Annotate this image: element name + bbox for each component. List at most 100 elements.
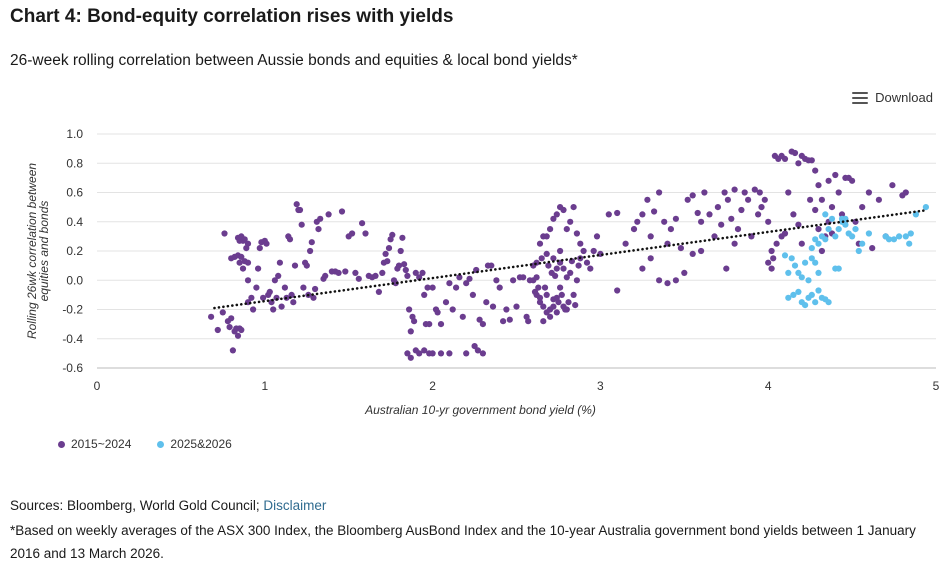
data-point-2015-2024 bbox=[889, 182, 896, 189]
data-point-2015-2024 bbox=[239, 265, 247, 272]
data-point-2015-2024 bbox=[271, 277, 278, 284]
data-point-2015-2024 bbox=[728, 215, 735, 222]
data-point-2015-2024 bbox=[310, 294, 317, 301]
data-point-2015-2024 bbox=[807, 196, 814, 203]
x-tick-label: 2 bbox=[429, 379, 436, 393]
data-points bbox=[208, 148, 930, 361]
data-point-2015-2024 bbox=[250, 306, 257, 313]
data-point-2015-2024 bbox=[296, 206, 304, 214]
y-tick-label: -0.4 bbox=[62, 332, 83, 346]
data-point-2015-2024 bbox=[724, 196, 732, 203]
data-point-2025-2026 bbox=[802, 259, 809, 266]
data-point-2025-2026 bbox=[859, 240, 866, 247]
y-tick-label: 0.2 bbox=[66, 244, 83, 258]
data-point-2015-2024 bbox=[540, 318, 547, 325]
y-axis-label-line2: equities and bonds bbox=[37, 201, 51, 302]
data-point-2015-2024 bbox=[731, 186, 738, 193]
data-point-2015-2024 bbox=[466, 275, 473, 282]
data-point-2015-2024 bbox=[795, 221, 802, 228]
data-point-2015-2024 bbox=[791, 149, 799, 157]
data-point-2015-2024 bbox=[248, 294, 255, 301]
y-tick-label: -0.6 bbox=[62, 361, 83, 375]
data-point-2015-2024 bbox=[533, 291, 540, 298]
data-point-2015-2024 bbox=[689, 192, 696, 199]
legend: 2015~2024 2025&2026 bbox=[58, 437, 232, 451]
x-tick-label: 4 bbox=[765, 379, 772, 393]
data-point-2015-2024 bbox=[698, 218, 705, 225]
data-point-2025-2026 bbox=[832, 233, 839, 240]
data-point-2015-2024 bbox=[489, 303, 497, 310]
data-point-2015-2024 bbox=[474, 347, 481, 354]
data-point-2025-2026 bbox=[855, 247, 862, 255]
data-point-2015-2024 bbox=[651, 208, 658, 215]
data-point-2015-2024 bbox=[734, 226, 742, 233]
data-point-2015-2024 bbox=[241, 236, 248, 243]
data-point-2025-2026 bbox=[865, 230, 873, 237]
data-point-2015-2024 bbox=[758, 204, 765, 211]
data-point-2015-2024 bbox=[426, 321, 433, 328]
data-point-2015-2024 bbox=[781, 155, 789, 162]
y-axis-label-line1: Rolling 26wk correlation between bbox=[25, 163, 39, 339]
data-point-2015-2024 bbox=[307, 247, 314, 255]
data-point-2015-2024 bbox=[536, 299, 544, 306]
data-point-2015-2024 bbox=[818, 247, 826, 255]
data-point-2025-2026 bbox=[785, 269, 792, 276]
data-point-2015-2024 bbox=[765, 218, 772, 225]
data-point-2015-2024 bbox=[382, 250, 389, 257]
data-point-2015-2024 bbox=[698, 247, 705, 255]
data-point-2015-2024 bbox=[547, 313, 554, 320]
legend-item-2025-2026[interactable]: 2025&2026 bbox=[157, 437, 232, 451]
data-point-2015-2024 bbox=[404, 350, 411, 357]
data-point-2015-2024 bbox=[469, 291, 476, 298]
disclaimer-link[interactable]: Disclaimer bbox=[263, 498, 327, 513]
data-point-2015-2024 bbox=[614, 287, 621, 294]
data-point-2015-2024 bbox=[605, 211, 612, 218]
data-point-2025-2026 bbox=[822, 211, 829, 218]
data-point-2015-2024 bbox=[815, 226, 822, 233]
data-point-2015-2024 bbox=[563, 306, 570, 313]
data-point-2015-2024 bbox=[781, 230, 789, 237]
data-point-2015-2024 bbox=[263, 240, 270, 247]
data-point-2025-2026 bbox=[795, 269, 802, 276]
data-point-2015-2024 bbox=[614, 209, 621, 217]
data-point-2025-2026 bbox=[808, 291, 815, 298]
legend-item-2015-2024[interactable]: 2015~2024 bbox=[58, 437, 131, 451]
data-point-2015-2024 bbox=[228, 315, 235, 322]
data-point-2015-2024 bbox=[221, 230, 228, 237]
data-point-2015-2024 bbox=[397, 247, 404, 255]
data-point-2015-2024 bbox=[315, 226, 322, 233]
data-point-2015-2024 bbox=[275, 272, 282, 279]
data-point-2015-2024 bbox=[291, 262, 299, 269]
data-point-2015-2024 bbox=[667, 226, 675, 233]
data-point-2015-2024 bbox=[672, 215, 680, 222]
data-point-2015-2024 bbox=[656, 277, 663, 284]
data-point-2015-2024 bbox=[770, 255, 777, 262]
data-point-2025-2026 bbox=[835, 226, 842, 233]
data-point-2025-2026 bbox=[790, 291, 797, 298]
legend-dot-icon bbox=[58, 440, 65, 448]
data-point-2015-2024 bbox=[300, 284, 307, 291]
data-point-2015-2024 bbox=[270, 306, 277, 313]
data-point-2025-2026 bbox=[808, 255, 815, 262]
data-point-2025-2026 bbox=[785, 294, 792, 301]
data-point-2025-2026 bbox=[788, 255, 795, 262]
data-point-2015-2024 bbox=[208, 313, 215, 320]
data-point-2015-2024 bbox=[372, 272, 379, 279]
data-point-2015-2024 bbox=[355, 275, 362, 282]
data-point-2015-2024 bbox=[547, 226, 554, 233]
data-point-2015-2024 bbox=[558, 291, 565, 298]
data-point-2015-2024 bbox=[661, 218, 668, 225]
data-point-2015-2024 bbox=[902, 189, 909, 196]
data-point-2015-2024 bbox=[798, 240, 805, 247]
data-point-2015-2024 bbox=[664, 280, 671, 287]
y-tick-label: 0.4 bbox=[66, 215, 83, 229]
data-point-2015-2024 bbox=[317, 215, 324, 222]
data-point-2015-2024 bbox=[865, 189, 873, 196]
data-point-2015-2024 bbox=[322, 272, 329, 279]
download-button[interactable]: Download bbox=[852, 90, 933, 105]
data-point-2015-2024 bbox=[550, 215, 557, 222]
data-point-2025-2026 bbox=[890, 236, 898, 243]
data-point-2025-2026 bbox=[781, 252, 789, 259]
data-point-2015-2024 bbox=[429, 350, 436, 357]
data-point-2015-2024 bbox=[573, 230, 581, 237]
